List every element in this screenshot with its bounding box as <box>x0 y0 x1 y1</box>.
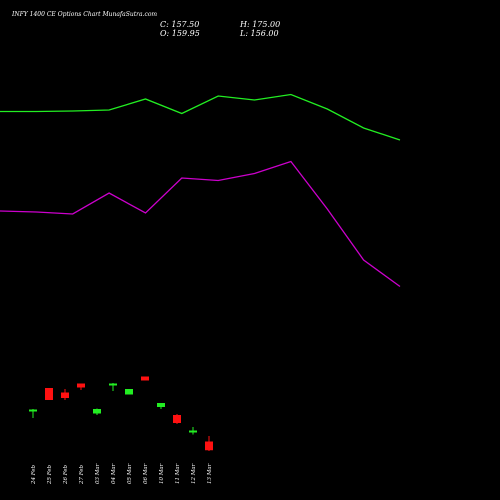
low-value: L: 156.00 <box>240 29 279 38</box>
series-line-2 <box>0 160 401 288</box>
candle-8 <box>141 376 149 381</box>
candle-4 <box>77 383 85 390</box>
x-tick-label: 24 Feb <box>31 464 37 485</box>
series-line-1 <box>0 93 401 141</box>
candle-11 <box>189 427 197 435</box>
x-tick-label: 06 Mar <box>143 463 149 484</box>
candle-body <box>29 409 37 412</box>
open-value: O: 159.95 <box>160 29 200 38</box>
x-tick-label: 03 Mar <box>95 463 101 484</box>
candle-6 <box>109 383 117 391</box>
x-tick-label: 12 Mar <box>191 463 197 484</box>
x-tick-label: 05 Mar <box>127 463 133 484</box>
candle-body <box>205 441 213 451</box>
candle-body <box>141 376 149 381</box>
series-layer <box>0 93 401 288</box>
candle-body <box>173 415 181 423</box>
candle-body <box>125 389 133 395</box>
candle-body <box>77 383 85 388</box>
candle-body <box>61 392 69 398</box>
candle-3 <box>61 389 69 400</box>
candle-9 <box>157 403 165 409</box>
x-tick-label: 04 Mar <box>111 463 117 484</box>
x-axis-labels: 24 Feb 25 Feb 26 Feb 27 Feb 03 Mar 04 Mar 05 M… <box>31 463 213 485</box>
candle-1 <box>29 409 37 418</box>
x-tick-label: 25 Feb <box>47 464 53 485</box>
candle-layer <box>29 376 213 451</box>
candle-body <box>109 383 117 386</box>
candle-7 <box>125 389 133 395</box>
candle-body <box>45 388 53 400</box>
high-value: H: 175.00 <box>240 20 281 29</box>
x-tick-label: 11 Mar <box>175 463 181 484</box>
candle-body <box>189 430 197 433</box>
x-tick-label: 13 Mar <box>207 463 213 484</box>
candle-body <box>93 409 101 414</box>
candle-10 <box>173 414 181 424</box>
close-value: C: 157.50 <box>160 20 200 29</box>
candle-5 <box>93 408 101 415</box>
x-tick-label: 10 Mar <box>159 463 165 484</box>
candle-2 <box>45 388 53 400</box>
x-tick-label: 27 Feb <box>79 464 85 485</box>
x-tick-label: 26 Feb <box>63 464 69 485</box>
candle-body <box>157 403 165 407</box>
candle-12 <box>205 436 213 451</box>
chart-title: INFY 1400 CE Options Chart MunafaSutra.c… <box>12 11 158 18</box>
